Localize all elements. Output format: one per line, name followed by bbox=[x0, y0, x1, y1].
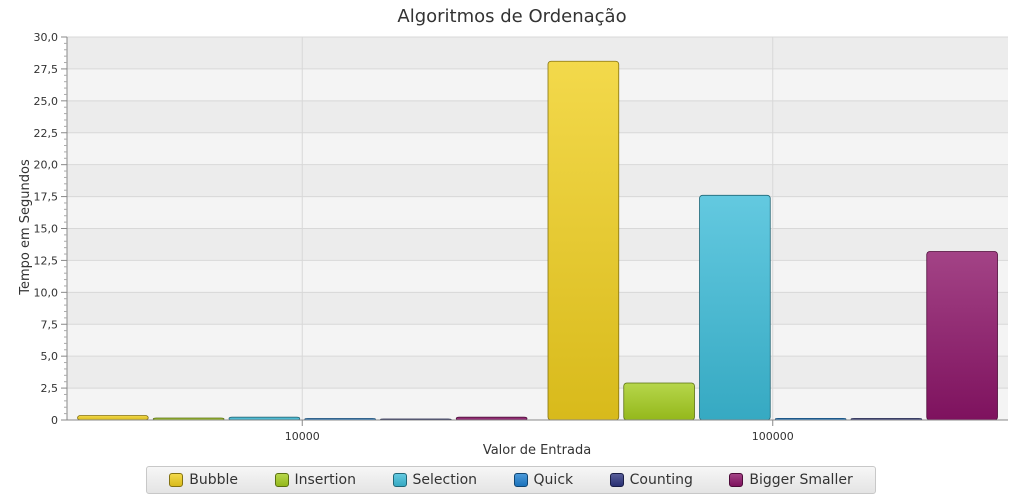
legend-swatch bbox=[169, 473, 184, 487]
plot-band bbox=[67, 388, 1008, 420]
legend-swatch bbox=[513, 473, 528, 487]
y-tick-label: 0 bbox=[51, 414, 58, 427]
y-axis-label: Tempo em Segundos bbox=[18, 159, 33, 296]
plot-band bbox=[67, 100, 1008, 133]
y-tick-label: 5,0 bbox=[41, 350, 59, 363]
x-tick-label: 10000 bbox=[285, 430, 320, 443]
legend-swatch bbox=[729, 473, 744, 487]
y-tick-label: 10,0 bbox=[34, 286, 59, 299]
legend-item-quick: Quick bbox=[513, 472, 574, 488]
bar-chart: Algoritmos de Ordenação 0 2,5 5,0 7,5 10,0 12… bbox=[18, 6, 1008, 458]
legend: Bubble Insertion Selection Quick Counting Big… bbox=[146, 466, 876, 494]
bar-bigger-smaller-100000 bbox=[926, 251, 998, 421]
legend-label: Insertion bbox=[294, 472, 356, 488]
bar-selection-100000 bbox=[699, 194, 771, 421]
bar-bubble-100000 bbox=[547, 60, 620, 421]
legend-label: Selection bbox=[412, 472, 478, 488]
y-tick-label: 27,5 bbox=[34, 63, 59, 76]
plot-band bbox=[67, 356, 1008, 389]
bar-insertion-100000 bbox=[623, 382, 695, 421]
legend-label: Bigger Smaller bbox=[749, 472, 853, 488]
y-tick-label: 12,5 bbox=[34, 254, 59, 267]
plot-band bbox=[67, 37, 1008, 69]
plot-band bbox=[67, 292, 1008, 325]
legend-item-counting: Counting bbox=[609, 472, 693, 488]
y-tick-label: 20,0 bbox=[34, 159, 59, 172]
plot-band bbox=[67, 132, 1008, 165]
plot-band bbox=[67, 164, 1008, 197]
plot-band bbox=[67, 196, 1008, 229]
legend-item-bigger-smaller: Bigger Smaller bbox=[729, 472, 853, 488]
plot-band bbox=[67, 324, 1008, 357]
legend-item-insertion: Insertion bbox=[274, 472, 356, 488]
chart-title: Algoritmos de Ordenação bbox=[397, 6, 626, 27]
plot-band bbox=[67, 68, 1008, 101]
legend-swatch bbox=[392, 473, 407, 487]
legend-item-bubble: Bubble bbox=[169, 472, 238, 488]
legend-swatch bbox=[274, 473, 289, 487]
plot-band bbox=[67, 228, 1008, 261]
x-tick-label: 100000 bbox=[752, 430, 794, 443]
legend-label: Bubble bbox=[189, 472, 239, 488]
legend-label: Counting bbox=[629, 472, 693, 488]
y-tick-label: 17,5 bbox=[34, 191, 59, 204]
legend-label: Quick bbox=[533, 472, 574, 488]
legend-item-selection: Selection bbox=[392, 472, 478, 488]
y-tick-label: 15,0 bbox=[34, 223, 59, 236]
y-tick-label: 7,5 bbox=[41, 318, 59, 331]
bar-bubble-10000 bbox=[77, 415, 149, 421]
plot-band bbox=[67, 260, 1008, 293]
y-tick-label: 22,5 bbox=[34, 127, 59, 140]
x-axis-label: Valor de Entrada bbox=[483, 443, 591, 458]
legend-swatch bbox=[609, 473, 624, 487]
y-tick-label: 25,0 bbox=[34, 95, 59, 108]
y-tick-label: 2,5 bbox=[41, 382, 59, 395]
y-tick-label: 30,0 bbox=[34, 31, 59, 44]
